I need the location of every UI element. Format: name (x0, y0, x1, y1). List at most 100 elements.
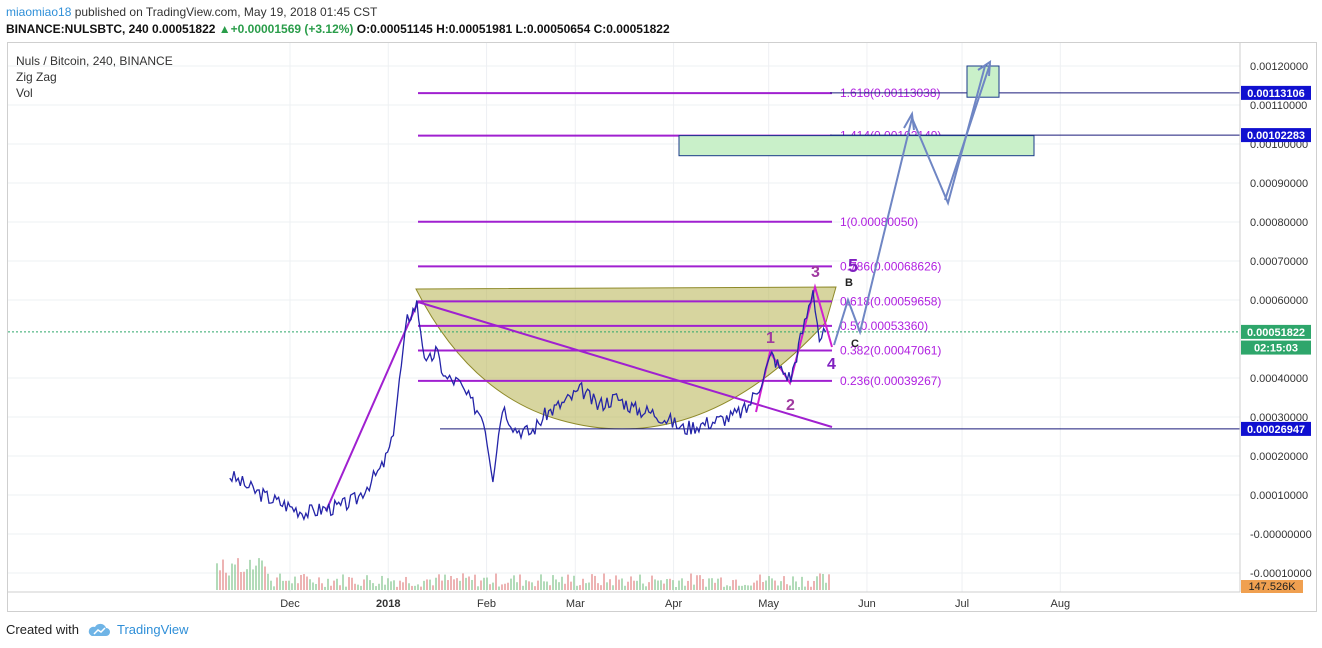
volume-bar (276, 577, 278, 590)
volume-bar (324, 586, 326, 590)
volume-bar (696, 575, 698, 590)
time-axis-tick: Feb (477, 598, 496, 610)
volume-bar (576, 585, 578, 590)
volume-bar (300, 574, 302, 590)
time-axis-tick: Apr (665, 598, 682, 610)
volume-bar (414, 585, 416, 590)
legend-indicator-zigzag[interactable]: Zig Zag (16, 70, 57, 84)
volume-bar (357, 584, 359, 590)
volume-bar (468, 576, 470, 590)
tradingview-brand: TradingView (116, 622, 189, 637)
volume-bar (714, 582, 716, 590)
volume-bar (681, 578, 683, 590)
time-axis-tick: Jun (858, 598, 876, 610)
volume-bar (579, 585, 581, 590)
volume-bar (390, 581, 392, 590)
volume-bar (702, 579, 704, 590)
volume-bar (492, 582, 494, 590)
volume-bar (573, 575, 575, 590)
volume-bar (330, 585, 332, 590)
volume-bar (828, 574, 830, 590)
volume-bar (597, 583, 599, 590)
volume-bar (690, 573, 692, 590)
projection-path (833, 60, 992, 346)
volume-bar (801, 576, 803, 590)
volume-bar (318, 577, 320, 590)
fib-level-label: 0.618(0.00059658) (840, 294, 941, 308)
volume-bar (561, 576, 563, 590)
volume-bar (540, 574, 542, 590)
volume-bar (729, 586, 731, 590)
volume-bar (825, 582, 827, 590)
volume-bar (240, 571, 242, 590)
volume-bar (426, 579, 428, 590)
tradingview-link[interactable]: TradingView (87, 622, 189, 637)
cup-pattern (415, 286, 837, 430)
volume-bar (246, 569, 248, 590)
volume-bar (777, 585, 779, 590)
volume-bar (684, 585, 686, 590)
volume-bar (417, 584, 419, 590)
volume-bar (756, 580, 758, 590)
volume-bar (792, 576, 794, 590)
volume-bar (798, 586, 800, 590)
projection-line (833, 65, 986, 346)
wave-label: 5 (848, 256, 858, 276)
volume-bar (570, 581, 572, 590)
volume-bar (678, 580, 680, 590)
legend-indicator-vol[interactable]: Vol (16, 86, 33, 100)
volume-bar (612, 585, 614, 590)
volume-bar (381, 575, 383, 590)
fib-level-label: 0.382(0.00047061) (840, 343, 941, 357)
price-axis: 0.001200000.001100000.001000000.00090000… (1239, 43, 1312, 593)
cup-shape (415, 286, 837, 430)
time-axis-tick: Jul (955, 598, 969, 610)
volume-bar (741, 585, 743, 590)
volume-bar (435, 577, 437, 590)
volume-bar (621, 578, 623, 590)
volume-bar (354, 583, 356, 590)
volume-bar (438, 574, 440, 590)
volume-axis-label: 147.526K (1248, 581, 1296, 593)
price-axis-label: 0.00026947 (1247, 424, 1305, 436)
volume-bar (627, 581, 629, 590)
volume-bar (360, 585, 362, 590)
price-axis-tick: 0.00120000 (1250, 61, 1308, 73)
volume-bar (771, 578, 773, 590)
price-axis-label-bg (1241, 324, 1311, 339)
price-change: +0.00001569 (+3.12%) (230, 22, 354, 36)
projection-line-2 (944, 63, 991, 201)
price-axis-label-bg (1241, 85, 1311, 100)
volume-bar (261, 560, 263, 590)
volume-bar (441, 580, 443, 590)
volume-bar (312, 582, 314, 590)
symbol-line: BINANCE:NULSBTC, 240 0.00051822 ▲+0.0000… (6, 22, 670, 36)
volume-bar (501, 584, 503, 590)
volume-bar (660, 580, 662, 590)
volume-bar (726, 585, 728, 590)
price-axis-label-bg (1241, 128, 1311, 143)
volume-bar (600, 585, 602, 590)
legend-title: Nuls / Bitcoin, 240, BINANCE (16, 54, 173, 68)
volume-bar (531, 582, 533, 590)
wave-label: 3 (811, 264, 820, 281)
volume-bar (588, 582, 590, 590)
volume-bar (252, 569, 254, 590)
volume-bar (723, 586, 725, 590)
volume-bar (297, 583, 299, 590)
author-link[interactable]: miaomiao18 (6, 5, 72, 19)
volume-bar (495, 573, 497, 590)
price-line (229, 290, 827, 522)
symbol-info: BINANCE:NULSBTC, 240 0.00051822 (6, 22, 219, 36)
volume-bar (387, 578, 389, 590)
volume-bar (657, 580, 659, 590)
volume-bar (372, 583, 374, 590)
price-axis-tick: 0.00070000 (1250, 256, 1308, 268)
volume-bar (279, 573, 281, 590)
volume-bar (648, 582, 650, 590)
volume-bar (537, 580, 539, 590)
volume-bar (375, 586, 377, 590)
volume-bar (687, 580, 689, 590)
volume-bar (216, 563, 218, 590)
